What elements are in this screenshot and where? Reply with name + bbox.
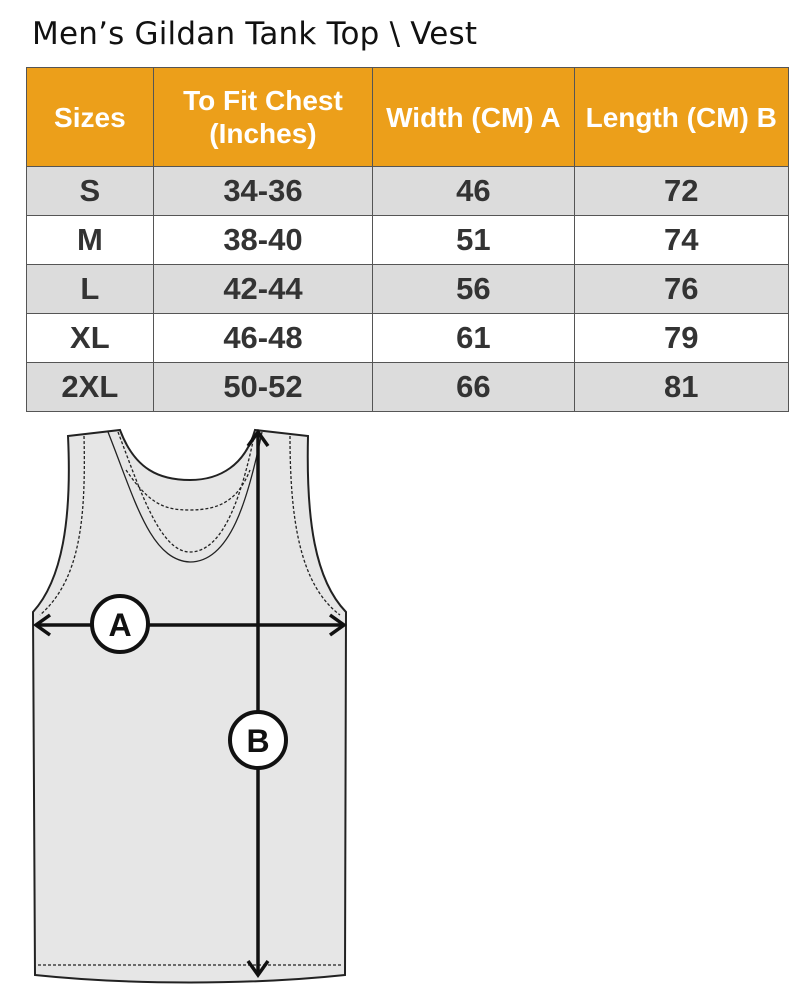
cell-chest: 42-44 <box>152 264 374 314</box>
cell-length: 72 <box>573 166 789 216</box>
table-row: M 38-40 51 74 <box>26 215 789 265</box>
cell-size: 2XL <box>26 362 154 412</box>
cell-width: 66 <box>372 362 575 412</box>
page-title: Men’s Gildan Tank Top \ Vest <box>32 16 478 52</box>
tank-top-outline <box>31 428 348 984</box>
table-row: XL 46-48 61 79 <box>26 313 789 363</box>
cell-width: 61 <box>372 313 575 363</box>
cell-size: XL <box>26 313 154 363</box>
width-arrow-a <box>32 613 348 637</box>
cell-length: 81 <box>573 362 789 412</box>
label-b: B <box>246 723 269 759</box>
header-chest: To Fit Chest (Inches) <box>152 67 374 167</box>
size-table: Sizes To Fit Chest (Inches) Width (CM) A… <box>26 67 789 412</box>
header-sizes: Sizes <box>26 67 154 167</box>
header-length: Length (CM) B <box>573 67 789 167</box>
cell-chest: 38-40 <box>152 215 374 265</box>
label-b-badge: B <box>228 710 288 770</box>
cell-size: M <box>26 215 154 265</box>
cell-size: S <box>26 166 154 216</box>
table-row: 2XL 50-52 66 81 <box>26 362 789 412</box>
table-header-row: Sizes To Fit Chest (Inches) Width (CM) A… <box>26 67 789 167</box>
header-width: Width (CM) A <box>372 67 575 167</box>
cell-size: L <box>26 264 154 314</box>
cell-chest: 50-52 <box>152 362 374 412</box>
cell-length: 76 <box>573 264 789 314</box>
cell-length: 79 <box>573 313 789 363</box>
label-a: A <box>108 607 131 643</box>
length-arrow-b <box>246 428 270 979</box>
cell-width: 56 <box>372 264 575 314</box>
label-a-badge: A <box>90 594 150 654</box>
cell-width: 46 <box>372 166 575 216</box>
cell-chest: 46-48 <box>152 313 374 363</box>
cell-length: 74 <box>573 215 789 265</box>
table-row: L 42-44 56 76 <box>26 264 789 314</box>
tank-top-seams <box>38 431 342 966</box>
